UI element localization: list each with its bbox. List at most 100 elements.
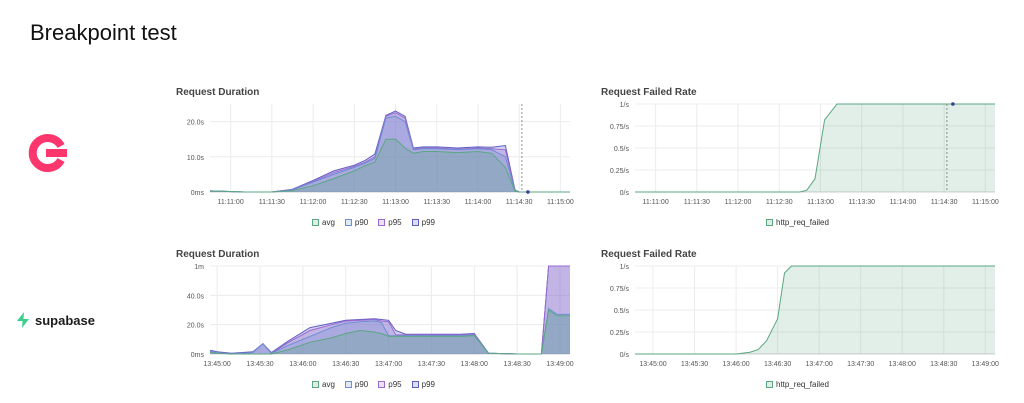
x-tick-label: 11:11:00 <box>218 199 244 206</box>
y-tick-label: 0.5/s <box>614 308 630 315</box>
legend-label: p99 <box>421 380 435 389</box>
y-tick-label: 0.25/s <box>610 168 630 175</box>
legend-item-avg[interactable]: avg <box>312 380 335 389</box>
x-tick-label: 11:13:00 <box>382 199 409 206</box>
legend-label: p90 <box>354 380 369 389</box>
legend-item-p90[interactable]: p90 <box>344 380 369 389</box>
series-area-p95 <box>210 112 570 192</box>
x-tick-label: 13:48:00 <box>461 361 488 368</box>
appwrite-failed-legend: http_req_failed <box>766 218 829 227</box>
legend-swatch <box>411 381 419 388</box>
x-tick-label: 13:46:00 <box>722 361 749 368</box>
x-tick-label: 13:46:00 <box>289 361 316 368</box>
series-line-avg <box>209 309 570 355</box>
panel-title-appwrite-failed: Request Failed Rate <box>601 87 697 98</box>
legend-item-p95[interactable]: p95 <box>378 218 402 227</box>
series-line-avg <box>209 138 570 193</box>
hover-point <box>951 102 955 106</box>
y-tick-label: 0.25/s <box>610 330 630 337</box>
legend-swatch <box>378 381 386 388</box>
legend-item-p99[interactable]: p99 <box>411 218 435 227</box>
series-area-p90 <box>210 116 570 192</box>
y-tick-label: 20.0s <box>187 323 205 330</box>
appwrite-request-failed-rate-chart: 0/s 0.25/s 0.5/s 0.75/s 1/s 11:11:00 11:11:30 1… <box>610 102 999 206</box>
legend-swatch <box>766 219 773 226</box>
x-tick-label: 11:13:00 <box>807 199 834 206</box>
legend-swatch <box>312 381 319 388</box>
legend-label: p95 <box>388 218 402 227</box>
legend-swatch <box>344 219 352 226</box>
x-tick-label: 13:48:30 <box>504 361 531 368</box>
panel-title-appwrite-duration: Request Duration <box>176 87 260 98</box>
x-tick-label: 11:12:30 <box>341 199 368 206</box>
series-area-http_req_failed <box>635 266 995 354</box>
y-tick-label: 0.5/s <box>614 146 630 153</box>
series-line-http_req_failed <box>635 103 995 193</box>
y-tick-label: 40.0s <box>187 293 205 300</box>
y-tick-label: 0ms <box>191 352 205 359</box>
x-tick-label: 11:12:00 <box>725 199 752 206</box>
supabase-logo: supabase <box>16 310 95 330</box>
legend-swatch <box>378 219 386 226</box>
y-tick-label: 1/s <box>620 264 630 271</box>
legend-label: http_req_failed <box>776 218 829 227</box>
series-line-http_req_failed <box>635 265 995 355</box>
legend-label: p95 <box>388 380 402 389</box>
x-tick-label: 11:14:30 <box>506 199 533 206</box>
x-tick-label: 11:14:00 <box>890 199 917 206</box>
series-area-http_req_failed <box>635 104 995 192</box>
legend-label: http_req_failed <box>776 380 829 389</box>
legend-item-http_req_failed[interactable]: http_req_failed <box>766 218 829 227</box>
x-tick-label: 13:45:00 <box>639 361 666 368</box>
legend-label: avg <box>322 218 335 227</box>
appwrite-duration-legend: avg p90 p95 p99 <box>312 218 435 227</box>
y-tick-label: 10.0s <box>187 155 205 162</box>
legend-swatch <box>411 219 419 226</box>
legend-item-p95[interactable]: p95 <box>378 380 402 389</box>
supabase-failed-legend: http_req_failed <box>766 380 829 389</box>
series-area-avg <box>210 139 570 192</box>
hover-point <box>526 190 530 194</box>
legend-swatch <box>312 219 319 226</box>
x-tick-label: 11:14:30 <box>931 199 958 206</box>
supabase-request-failed-rate-chart: 0/s 0.25/s 0.5/s 0.75/s 1/s 13:45:00 13:45:30 1… <box>610 264 999 368</box>
y-tick-label: 1m <box>194 264 204 271</box>
legend-label: p99 <box>421 218 435 227</box>
supabase-wordmark: supabase <box>35 312 95 328</box>
panel-title-supabase-failed: Request Failed Rate <box>601 249 697 260</box>
x-tick-label: 13:46:30 <box>332 361 359 368</box>
legend-item-avg[interactable]: avg <box>312 218 335 227</box>
legend-label: avg <box>322 380 335 389</box>
x-tick-label: 13:45:30 <box>246 361 273 368</box>
x-tick-label: 13:48:30 <box>930 361 957 368</box>
y-tick-label: 0.75/s <box>610 124 630 131</box>
x-tick-label: 11:12:00 <box>300 199 327 206</box>
legend-swatch <box>766 381 773 388</box>
x-tick-label: 13:47:00 <box>806 361 833 368</box>
x-tick-label: 11:12:30 <box>766 199 793 206</box>
x-tick-label: 11:13:30 <box>848 199 875 206</box>
y-tick-label: 0ms <box>191 190 205 197</box>
y-tick-label: 0.75/s <box>610 286 630 293</box>
supabase-bolt-icon <box>17 312 29 328</box>
x-tick-label: 13:45:30 <box>681 361 708 368</box>
x-tick-label: 13:47:30 <box>418 361 445 368</box>
x-tick-label: 11:15:00 <box>547 199 574 206</box>
x-tick-label: 13:47:00 <box>375 361 402 368</box>
legend-item-p90[interactable]: p90 <box>344 218 369 227</box>
x-tick-label: 11:15:00 <box>972 199 999 206</box>
x-tick-label: 11:11:30 <box>684 199 710 206</box>
panel-title-supabase-duration: Request Duration <box>176 249 260 260</box>
x-tick-label: 13:48:00 <box>889 361 916 368</box>
page-title: Breakpoint test <box>30 20 177 45</box>
legend-label: p90 <box>354 218 369 227</box>
supabase-duration-legend: avg p90 p95 p99 <box>312 380 435 389</box>
legend-item-http_req_failed[interactable]: http_req_failed <box>766 380 829 389</box>
appwrite-request-duration-chart: 0ms 10.0s 20.0s 11:11:00 11:11:30 11:12:00 11:… <box>187 104 574 206</box>
x-tick-label: 13:47:30 <box>847 361 874 368</box>
series-area-p99 <box>210 111 570 192</box>
x-tick-label: 11:14:00 <box>465 199 492 206</box>
x-tick-label: 11:13:30 <box>423 199 450 206</box>
legend-item-p99[interactable]: p99 <box>411 380 435 389</box>
x-tick-label: 11:11:30 <box>259 199 285 206</box>
